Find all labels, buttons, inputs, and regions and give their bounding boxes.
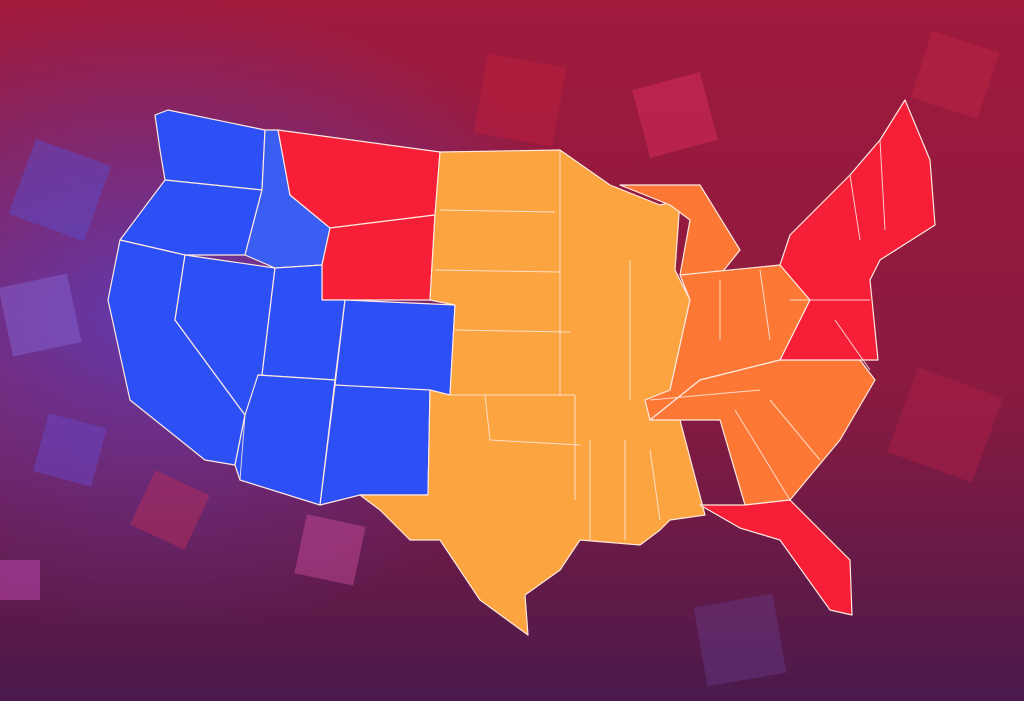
background-squares — [0, 30, 1003, 687]
state — [334, 299, 456, 396]
state — [699, 499, 853, 616]
state — [319, 384, 431, 506]
state-borders — [239, 139, 886, 540]
states — [107, 99, 936, 636]
state — [779, 99, 936, 361]
state — [321, 214, 436, 301]
state — [359, 149, 706, 636]
